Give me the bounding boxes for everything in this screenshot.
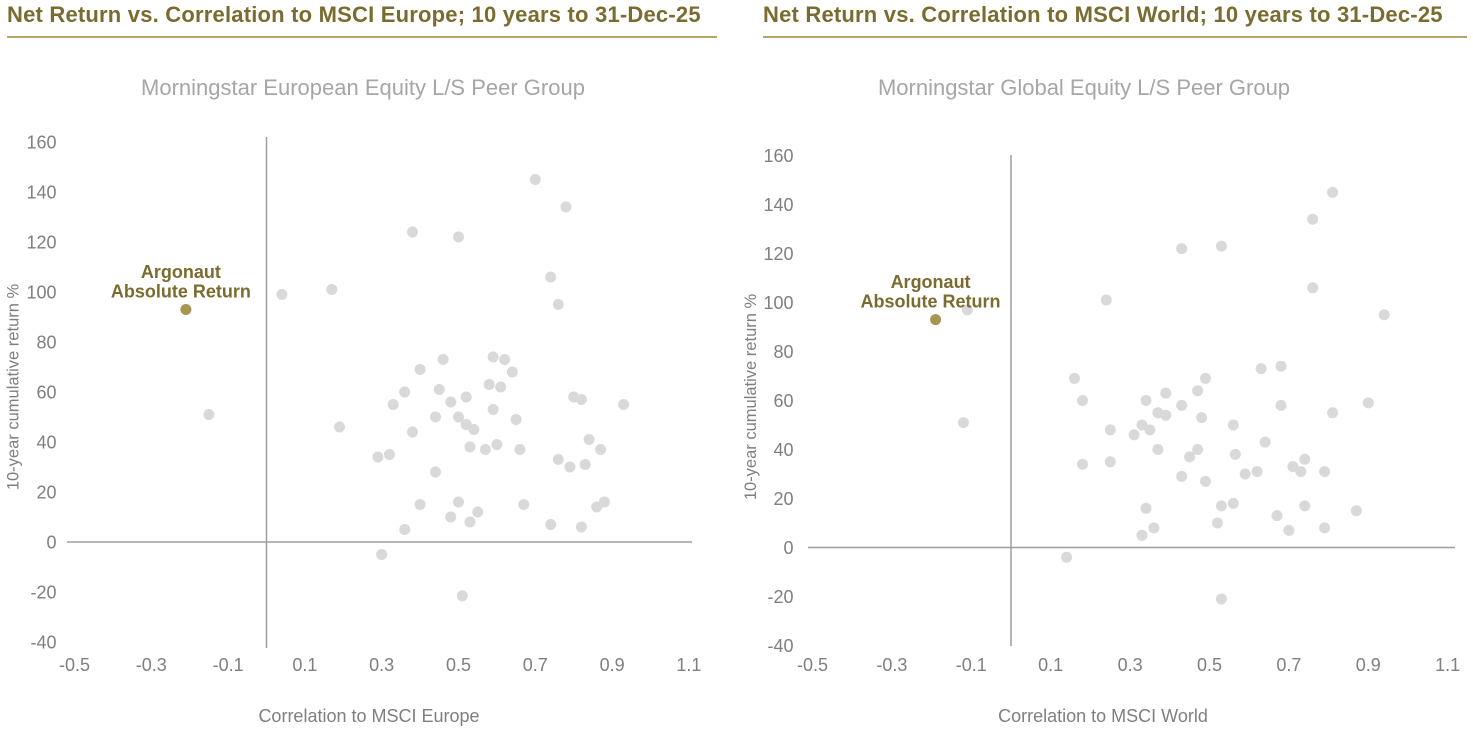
svg-text:0.7: 0.7 (1276, 655, 1301, 675)
tick-labels-europe: 160 140 120 100 80 60 40 20 0 -20 -40-0.5 -0.3 -0.1 0… (26, 133, 701, 676)
title-rule-europe (7, 36, 717, 38)
svg-text:-0.1: -0.1 (213, 655, 244, 675)
svg-text:160: 160 (763, 146, 793, 166)
chart-title-europe: Net Return vs. Correlation to MSCI Europ… (7, 2, 701, 27)
svg-text:-0.3: -0.3 (876, 655, 907, 675)
svg-text:100: 100 (26, 283, 56, 303)
svg-text:80: 80 (36, 333, 56, 353)
y-axis-title-europe: 10-year cumulative return % (5, 284, 23, 491)
peer-group-points-europe (203, 174, 630, 602)
svg-text:Argonaut: Argonaut (141, 262, 221, 282)
svg-text:0.7: 0.7 (523, 655, 548, 675)
svg-text:60: 60 (773, 391, 793, 411)
chart-title-world: Net Return vs. Correlation to MSCI World… (763, 2, 1443, 27)
svg-text:0.3: 0.3 (1118, 655, 1143, 675)
svg-text:120: 120 (26, 233, 56, 253)
title-rule-world (763, 36, 1467, 38)
peer-group-points-world (957, 186, 1390, 605)
axes-world (808, 155, 1455, 646)
scatter-plot-world: Morningstar Global Equity L/S Peer Group… (742, 75, 1460, 726)
svg-text:0.9: 0.9 (600, 655, 625, 675)
svg-text:1.1: 1.1 (676, 655, 701, 675)
plot-subtitle-europe: Morningstar European Equity L/S Peer Gro… (141, 75, 585, 100)
svg-text:0.9: 0.9 (1356, 655, 1381, 675)
svg-text:0: 0 (46, 533, 56, 553)
svg-text:-20: -20 (30, 583, 56, 603)
svg-text:40: 40 (36, 433, 56, 453)
svg-text:20: 20 (36, 483, 56, 503)
svg-text:Absolute Return: Absolute Return (861, 292, 1001, 312)
svg-text:140: 140 (26, 183, 56, 203)
svg-text:Argonaut: Argonaut (891, 272, 971, 292)
svg-text:-20: -20 (767, 587, 793, 607)
tick-labels-world: 160 140 120 100 80 60 40 20 0 -20 -40-0.5 -0.3 -0.1 0… (763, 146, 1460, 675)
svg-text:0.5: 0.5 (1197, 655, 1222, 675)
svg-text:-0.5: -0.5 (797, 655, 828, 675)
y-axis-title-world: 10-year cumulative return % (742, 294, 760, 501)
svg-text:-0.3: -0.3 (136, 655, 167, 675)
svg-text:-40: -40 (767, 636, 793, 656)
svg-text:-40: -40 (30, 633, 56, 653)
scatter-plot-europe: Morningstar European Equity L/S Peer Gro… (5, 75, 702, 726)
plot-subtitle-world: Morningstar Global Equity L/S Peer Group (878, 75, 1290, 100)
svg-text:-0.1: -0.1 (956, 655, 987, 675)
svg-text:0.5: 0.5 (446, 655, 471, 675)
svg-text:120: 120 (763, 244, 793, 264)
svg-text:60: 60 (36, 383, 56, 403)
svg-text:100: 100 (763, 293, 793, 313)
svg-text:0.3: 0.3 (369, 655, 394, 675)
svg-text:0.1: 0.1 (292, 655, 317, 675)
x-axis-title-europe: Correlation to MSCI Europe (258, 706, 479, 726)
svg-text:1.1: 1.1 (1435, 655, 1460, 675)
svg-text:160: 160 (26, 133, 56, 153)
svg-text:40: 40 (773, 440, 793, 460)
svg-text:-0.5: -0.5 (59, 655, 90, 675)
svg-text:80: 80 (773, 342, 793, 362)
svg-text:0: 0 (783, 538, 793, 558)
svg-text:Absolute Return: Absolute Return (111, 282, 251, 302)
svg-text:140: 140 (763, 195, 793, 215)
svg-text:0.1: 0.1 (1038, 655, 1063, 675)
x-axis-title-world: Correlation to MSCI World (998, 706, 1208, 726)
axes-europe (67, 137, 692, 648)
svg-text:20: 20 (773, 489, 793, 509)
